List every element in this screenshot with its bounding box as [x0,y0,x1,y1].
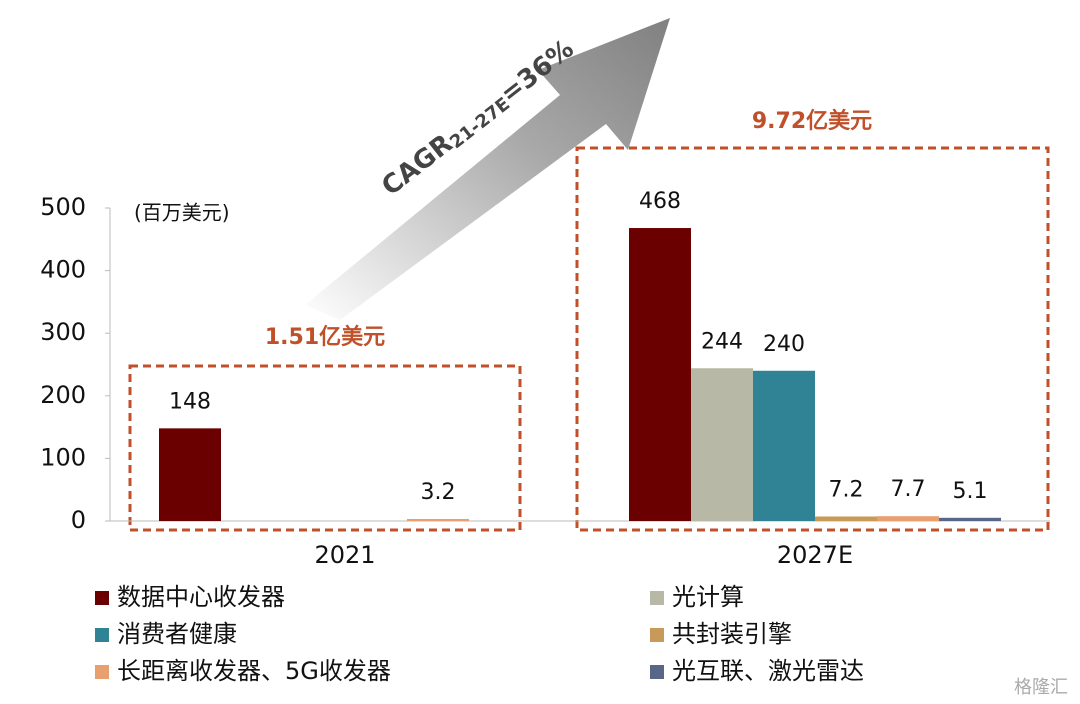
legend-swatch [650,665,664,679]
y-tick-label: 400 [40,256,86,284]
bar [939,517,1001,521]
total-2027: 9.72亿美元 [752,108,872,134]
bar [159,428,221,521]
unit-label: (百万美元) [134,201,230,225]
bar [629,228,691,522]
legend-label: 长距离收发器、5G收发器 [117,657,391,685]
legend-swatch [95,628,109,642]
x-tick-label: 2021 [314,541,375,569]
y-tick-label: 200 [40,381,86,409]
bar [753,370,815,521]
value-label: 3.2 [421,480,456,505]
bar [691,368,753,521]
value-label: 7.2 [829,477,864,502]
legend-swatch [95,591,109,605]
legend-swatch [95,665,109,679]
y-tick-label: 100 [40,443,86,471]
box-2027 [575,146,1050,532]
legend-swatch [650,591,664,605]
growth-arrow [305,18,670,320]
legend-label: 数据中心收发器 [117,583,285,611]
bar [877,516,939,521]
bar [407,518,469,521]
total-2021: 1.51亿美元 [265,324,385,350]
legend-label: 光互联、激光雷达 [672,657,864,685]
value-label: 240 [763,332,805,357]
x-tick-label: 2027E [777,541,853,569]
value-label: 7.7 [891,477,926,502]
legend-label: 消费者健康 [117,620,237,648]
y-tick-label: 300 [40,318,86,346]
box-2021 [128,364,522,532]
bar [815,516,877,521]
value-label: 148 [169,389,211,414]
legend-swatch [650,628,664,642]
value-label: 468 [639,189,681,214]
value-label: 244 [701,329,743,354]
y-tick-label: 500 [40,193,86,221]
legend-label: 共封装引擎 [672,620,792,648]
watermark: 格隆汇 [1014,677,1068,698]
value-label: 5.1 [953,479,988,504]
y-tick-label: 0 [71,506,86,534]
legend-label: 光计算 [672,583,744,611]
